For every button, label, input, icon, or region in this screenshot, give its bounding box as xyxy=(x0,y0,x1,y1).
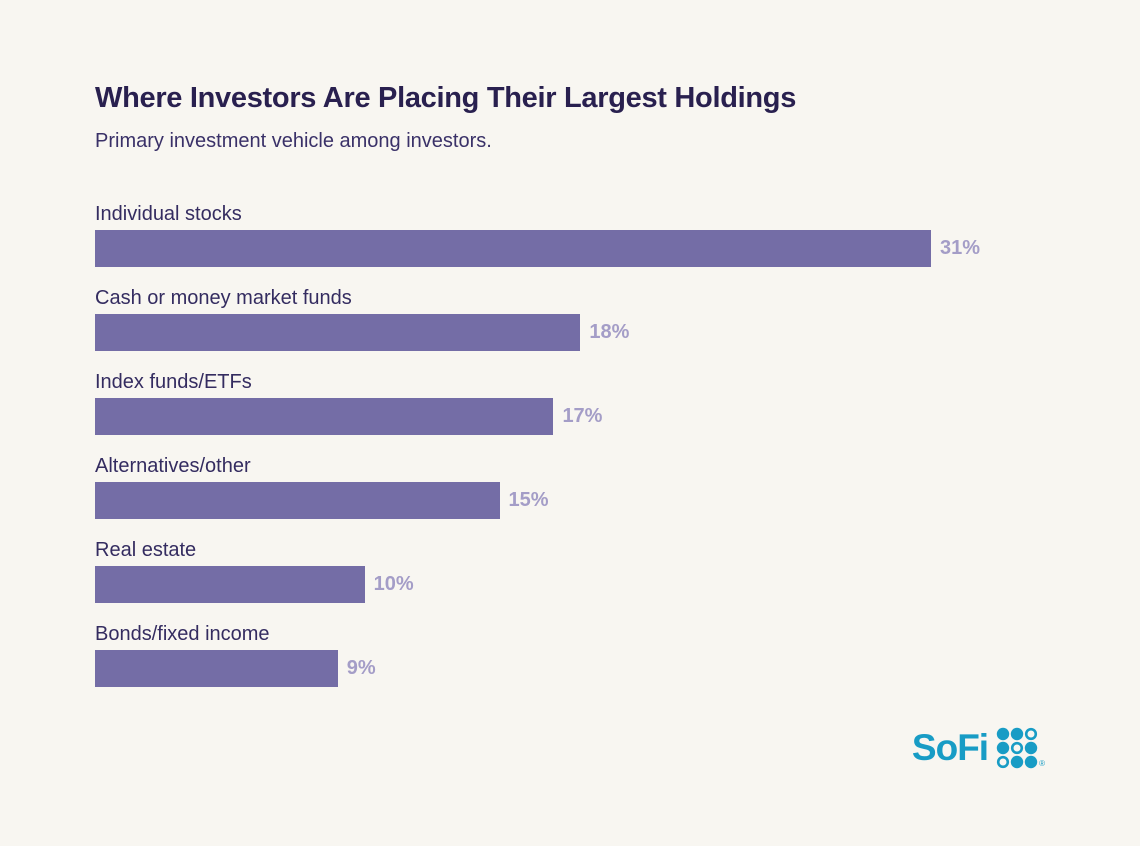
bar-value-label: 18% xyxy=(589,320,630,343)
bar-value-label: 9% xyxy=(346,656,376,679)
bar-row: 15% xyxy=(95,481,931,519)
bar-category-label: Alternatives/other xyxy=(95,454,251,477)
bar-category-label: Bonds/fixed income xyxy=(95,622,270,645)
bar xyxy=(95,229,931,267)
bar-row: 9% xyxy=(95,649,931,687)
bar xyxy=(95,481,500,519)
bar-chart: Individual stocks 31% Cash or money market… xyxy=(95,202,1045,687)
chart-subtitle: Primary investment vehicle among investo… xyxy=(95,129,492,152)
bar-value-label: 10% xyxy=(373,572,414,595)
bar-group: Alternatives/other 15% xyxy=(95,454,1045,519)
bar-row: 17% xyxy=(95,397,931,435)
bar-category-label: Index funds/ETFs xyxy=(95,370,252,393)
logo-row: SoFi ® xyxy=(95,727,1045,769)
sofi-logo-text: SoFi xyxy=(911,727,989,769)
bar-value-label: 15% xyxy=(508,488,549,511)
bar xyxy=(95,397,554,435)
chart-title: Where Investors Are Placing Their Larges… xyxy=(95,82,797,114)
sofi-logo: SoFi ® xyxy=(912,727,1045,769)
bar-value-label: 17% xyxy=(562,404,603,427)
bar-row: 18% xyxy=(95,313,931,351)
bar xyxy=(95,313,581,351)
bar-group: Index funds/ETFs 17% xyxy=(95,370,1045,435)
sofi-dot-grid-icon xyxy=(996,727,1038,769)
bar-rows: Individual stocks 31% Cash or money market… xyxy=(95,202,1045,687)
bar-category-label: Cash or money market funds xyxy=(95,286,352,309)
bar-category-label: Individual stocks xyxy=(95,202,242,225)
bar-row: 31% xyxy=(95,229,980,267)
bar xyxy=(95,649,338,687)
bar xyxy=(95,565,365,603)
bar-row: 10% xyxy=(95,565,931,603)
bar-category-label: Real estate xyxy=(95,538,197,561)
registered-trademark-icon: ® xyxy=(1039,758,1045,768)
bar-value-label: 31% xyxy=(940,236,981,259)
bar-group: Bonds/fixed income 9% xyxy=(95,622,1045,687)
bar-group: Real estate 10% xyxy=(95,538,1045,603)
bar-group: Cash or money market funds 18% xyxy=(95,286,1045,351)
bar-group: Individual stocks 31% xyxy=(95,202,1045,267)
